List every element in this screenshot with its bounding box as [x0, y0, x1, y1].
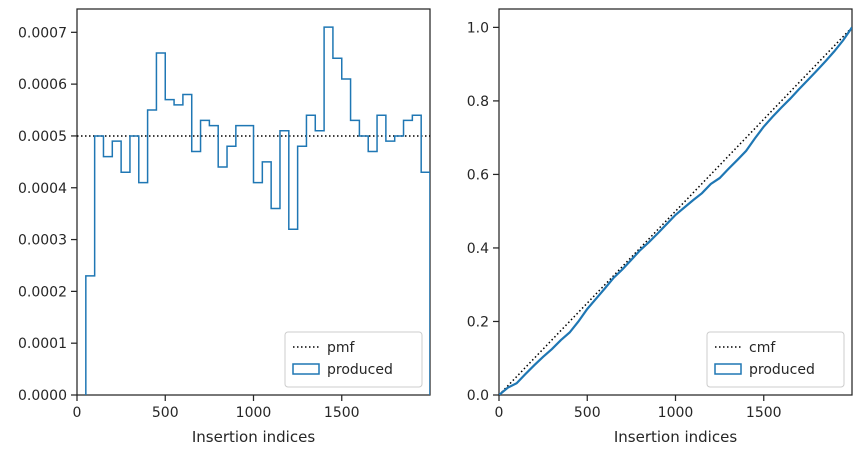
- cmf-ytick-label: 0.4: [467, 241, 489, 257]
- cmf-ytick-label: 0.6: [467, 167, 489, 183]
- pmf-legend: pmf produced: [284, 331, 423, 388]
- cmf-ytick-label: 0.0: [467, 388, 489, 404]
- pmf-ytick-label: 0.0000: [18, 388, 67, 404]
- cmf-series-cmf: [499, 26, 852, 395]
- pmf-ytick-label: 0.0001: [18, 336, 67, 352]
- cmf-plot-area: [499, 26, 852, 395]
- pmf-legend-swatch: [292, 363, 320, 375]
- pmf-legend-label: pmf: [327, 340, 356, 356]
- cmf-legend-label: cmf: [749, 340, 776, 356]
- pmf-legend-label: produced: [327, 362, 393, 378]
- cmf-xtick-label: 0: [495, 405, 504, 421]
- pmf-panel: Insertion indices 0 500 1000 1500 0.0000 0.00…: [18, 8, 431, 446]
- cmf-legend-box: [706, 331, 845, 388]
- cmf-ytick-label: 1.0: [467, 20, 489, 36]
- cmf-legend: cmf produced: [706, 331, 845, 388]
- pmf-ytick-label: 0.0004: [18, 181, 67, 197]
- pmf-xtick-label: 500: [152, 405, 179, 421]
- cmf-panel: Insertion indices 0 500 1000 1500 0.0 0.2 0.4 0…: [467, 8, 853, 446]
- cmf-xtick-label: 500: [574, 405, 601, 421]
- pmf-ytick-label: 0.0007: [18, 25, 67, 41]
- pmf-xtick-label: 1500: [324, 405, 360, 421]
- cmf-xtick-label: 1500: [746, 405, 782, 421]
- pmf-xtick-label: 0: [73, 405, 82, 421]
- cmf-xtick-label: 1000: [658, 405, 694, 421]
- pmf-series-produced: [85, 26, 430, 395]
- pmf-ytick-label: 0.0003: [18, 233, 67, 249]
- pmf-xtick-label: 1000: [236, 405, 272, 421]
- cmf-series-produced: [499, 26, 852, 395]
- cmf-legend-swatch: [714, 363, 742, 375]
- pmf-ytick-label: 0.0006: [18, 77, 67, 93]
- cmf-xlabel: Insertion indices: [614, 428, 737, 446]
- cmf-ytick-label: 0.8: [467, 94, 489, 110]
- cmf-legend-label: produced: [749, 362, 815, 378]
- pmf-ytick-label: 0.0002: [18, 284, 67, 300]
- pmf-ytick-label: 0.0005: [18, 129, 67, 145]
- cmf-ytick-label: 0.2: [467, 314, 489, 330]
- pmf-xlabel: Insertion indices: [192, 428, 315, 446]
- pmf-plot-area: [77, 26, 430, 395]
